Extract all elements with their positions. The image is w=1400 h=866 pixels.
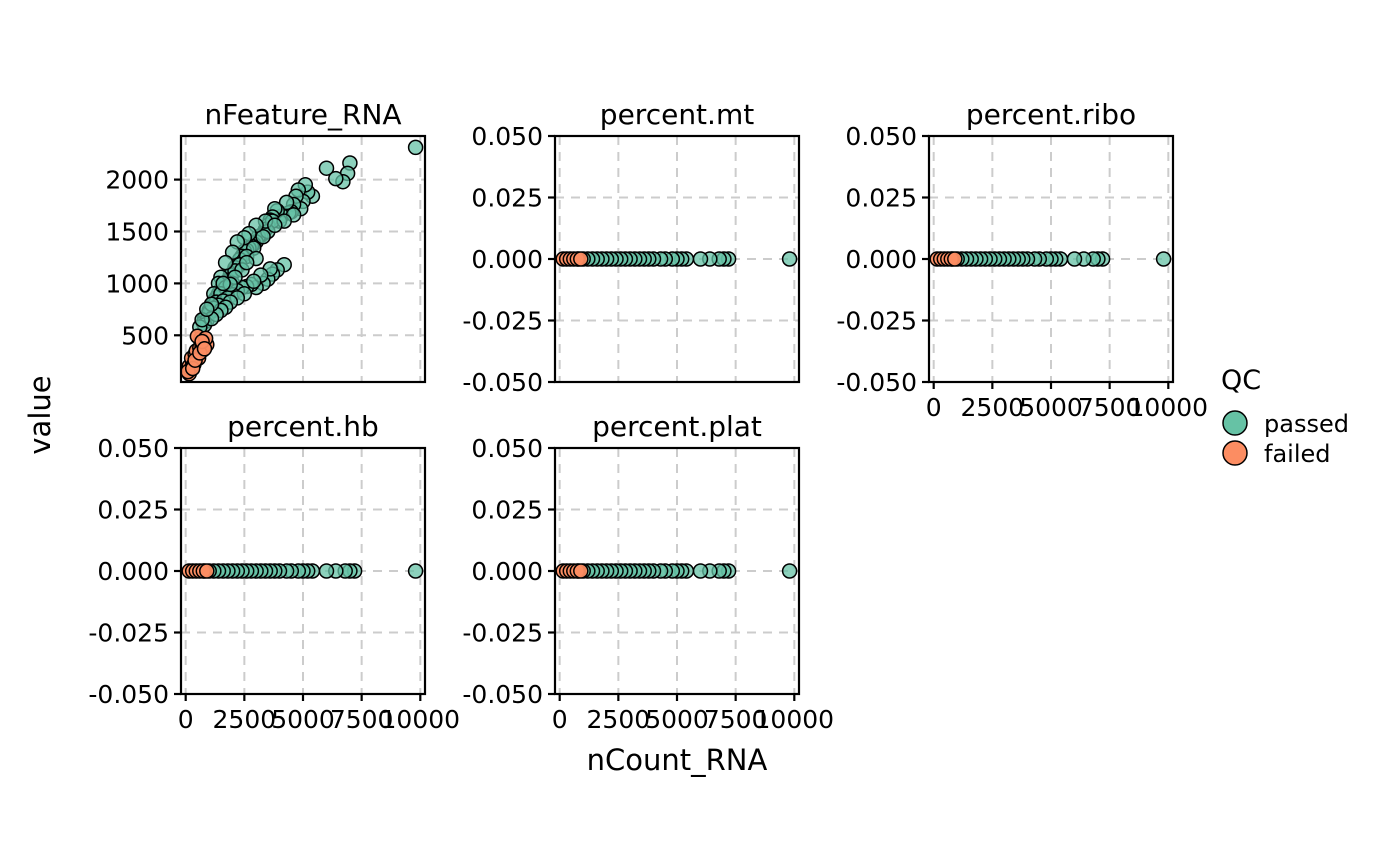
panel-nfeature-rna: nFeature_RNA 500 1000 1500 2000 bbox=[105, 98, 427, 384]
y-tick-label: 500 bbox=[121, 321, 169, 350]
data-point-passed bbox=[215, 275, 231, 292]
x-tick-label: 10000 bbox=[755, 705, 835, 734]
y-tick-label: 0.050 bbox=[845, 122, 917, 151]
x-tick-label: 0 bbox=[178, 705, 194, 734]
data-point-failed bbox=[947, 251, 963, 267]
data-point-failed bbox=[573, 563, 589, 579]
data-point-passed bbox=[199, 301, 215, 318]
x-tick-label: 5000 bbox=[645, 705, 709, 734]
panel-title: percent.ribo bbox=[966, 98, 1136, 131]
data-point-passed bbox=[1066, 251, 1083, 267]
y-tick-label: 0.050 bbox=[97, 434, 169, 463]
legend-key-passed bbox=[1222, 410, 1248, 436]
data-point-passed bbox=[407, 139, 424, 156]
x-tick-label: 5000 bbox=[1019, 393, 1083, 422]
data-point-passed bbox=[267, 217, 283, 234]
data-point-passed bbox=[245, 273, 262, 290]
y-tick-label: -0.025 bbox=[462, 307, 543, 336]
legend: QC passed failed bbox=[1221, 365, 1349, 468]
x-tick-label: 2500 bbox=[961, 393, 1025, 422]
legend-label-failed: failed bbox=[1264, 440, 1331, 468]
panel-title: percent.mt bbox=[600, 98, 754, 131]
y-tick-label: 0.025 bbox=[471, 496, 543, 525]
data-point-failed bbox=[196, 341, 213, 357]
panel-title: nFeature_RNA bbox=[204, 98, 401, 131]
y-tick-label: 0.000 bbox=[845, 245, 917, 274]
x-tick-label: 10000 bbox=[1129, 393, 1209, 422]
series-failed bbox=[929, 251, 963, 267]
panel-percent-ribo: percent.ribo -0.050 -0.025 0.000 0.025 0.050 0… bbox=[836, 98, 1208, 422]
panel-title: percent.hb bbox=[227, 410, 379, 443]
y-tick-label: 0.000 bbox=[97, 557, 169, 586]
legend-label-passed: passed bbox=[1264, 410, 1349, 438]
x-axis-title: nCount_RNA bbox=[587, 743, 768, 777]
x-tick-label: 0 bbox=[926, 393, 942, 422]
y-tick-label: 2000 bbox=[105, 166, 169, 195]
data-point-passed bbox=[328, 170, 344, 187]
data-point-failed bbox=[573, 251, 589, 267]
series-failed bbox=[555, 563, 589, 579]
data-point-passed bbox=[781, 563, 798, 579]
y-tick-label: 0.050 bbox=[471, 434, 543, 463]
data-point-passed bbox=[318, 563, 335, 579]
series-passed bbox=[944, 251, 1172, 267]
data-point-passed bbox=[318, 160, 335, 176]
data-point-passed bbox=[781, 251, 798, 267]
facet-panels: nFeature_RNA 500 1000 1500 2000 percent.mt -0.… bbox=[88, 98, 1208, 734]
y-axis-title: value bbox=[23, 375, 57, 454]
y-tick-label: -0.050 bbox=[836, 368, 917, 397]
x-tick-label: 5000 bbox=[271, 705, 335, 734]
data-point-passed bbox=[1155, 251, 1172, 267]
y-tick-label: 0.000 bbox=[471, 557, 543, 586]
legend-title: QC bbox=[1221, 365, 1261, 396]
x-tick-label: 0 bbox=[552, 705, 568, 734]
y-tick-label: 0.050 bbox=[471, 122, 543, 151]
x-tick-label: 7500 bbox=[330, 705, 394, 734]
data-point-failed bbox=[199, 563, 215, 579]
panel-title: percent.plat bbox=[592, 410, 762, 443]
y-tick-label: 0.025 bbox=[845, 184, 917, 213]
series-failed bbox=[555, 251, 589, 267]
y-tick-label: 0.025 bbox=[471, 184, 543, 213]
y-tick-label: -0.050 bbox=[88, 680, 169, 709]
data-point-passed bbox=[692, 563, 709, 579]
series-failed bbox=[181, 563, 215, 579]
x-tick-label: 10000 bbox=[381, 705, 461, 734]
panel-border bbox=[179, 134, 427, 384]
series-failed bbox=[180, 328, 215, 382]
y-tick-label: -0.025 bbox=[836, 307, 917, 336]
series-passed bbox=[196, 563, 424, 579]
panel-percent-plat: percent.plat -0.050 -0.025 0.000 0.025 0.050 0… bbox=[462, 410, 834, 734]
series-passed bbox=[192, 139, 424, 335]
panel-percent-mt: percent.mt -0.050 -0.025 0.000 0.025 0.050 bbox=[462, 98, 801, 397]
y-tick-label: 0.025 bbox=[97, 496, 169, 525]
data-point-passed bbox=[217, 254, 234, 271]
y-tick-label: -0.025 bbox=[88, 619, 169, 648]
legend-key-failed bbox=[1222, 440, 1248, 466]
x-tick-label: 7500 bbox=[704, 705, 768, 734]
x-tick-label: 2500 bbox=[587, 705, 651, 734]
data-point-passed bbox=[692, 251, 709, 267]
data-point-passed bbox=[407, 563, 424, 579]
data-point-passed bbox=[238, 254, 255, 271]
panel-percent-hb: percent.hb -0.050 -0.025 0.000 0.025 0.050 0 25… bbox=[88, 410, 460, 734]
x-tick-label: 7500 bbox=[1078, 393, 1142, 422]
y-tick-label: -0.050 bbox=[462, 680, 543, 709]
y-tick-label: 1500 bbox=[105, 217, 169, 246]
y-tick-label: -0.050 bbox=[462, 368, 543, 397]
x-tick-label: 2500 bbox=[213, 705, 277, 734]
y-tick-label: -0.025 bbox=[462, 619, 543, 648]
y-tick-label: 1000 bbox=[105, 269, 169, 298]
y-tick-label: 0.000 bbox=[471, 245, 543, 274]
